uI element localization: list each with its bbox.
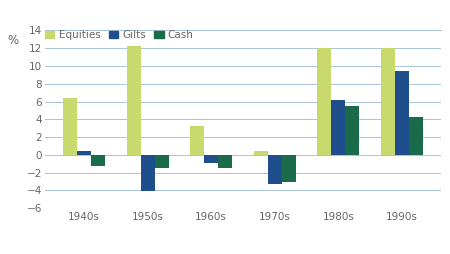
Bar (77, 151, 91, 155)
Bar (381, 48, 395, 155)
Bar (63, 98, 77, 155)
Bar (409, 117, 423, 155)
Bar (91, 155, 105, 167)
Bar (395, 71, 409, 155)
Bar (282, 155, 296, 182)
Bar (140, 155, 155, 191)
Bar (346, 106, 360, 155)
Bar (268, 155, 282, 184)
Y-axis label: %: % (8, 34, 19, 47)
Legend: Equities, Gilts, Cash: Equities, Gilts, Cash (45, 30, 193, 40)
Bar (254, 151, 268, 155)
Bar (126, 45, 140, 155)
Bar (155, 155, 169, 168)
Bar (190, 125, 204, 155)
Bar (204, 155, 218, 163)
Bar (317, 48, 331, 155)
Bar (218, 155, 232, 168)
Bar (331, 100, 346, 155)
